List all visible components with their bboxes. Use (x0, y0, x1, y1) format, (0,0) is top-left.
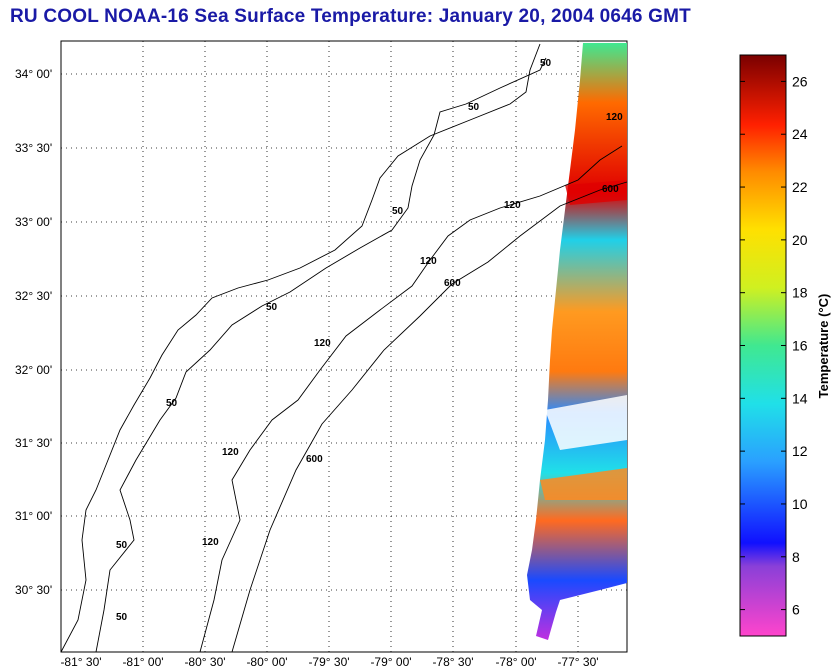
isobath-label: 120 (504, 200, 521, 211)
colorbar-tick-label: 16 (792, 338, 808, 354)
isobath-label: 50 (266, 302, 278, 313)
colorbar-tick-label: 6 (792, 602, 800, 618)
lon-tick-label: -81° 00' (122, 655, 163, 669)
isobath-label: 50 (116, 540, 128, 551)
lon-tick-label: -79° 30' (308, 655, 349, 669)
lat-tick-label: 34° 00' (15, 67, 52, 81)
isobath-label: 50 (166, 398, 178, 409)
isobath-label: 600 (602, 184, 619, 195)
colorbar-tick-label: 8 (792, 549, 800, 565)
colorbar-tick-label: 18 (792, 285, 808, 301)
lat-axis: 34° 00' 33° 30' 33° 00' 32° 30' 32° 00' … (15, 67, 52, 597)
colorbar-tick-label: 14 (792, 390, 808, 406)
isobath-label: 50 (468, 102, 480, 113)
colorbar-ticks: 26 24 22 20 18 16 14 12 10 8 6 (740, 73, 808, 618)
colorbar-tick-label: 26 (792, 73, 808, 89)
colorbar-tick-label: 24 (792, 126, 808, 142)
lat-tick-label: 31° 30' (15, 436, 52, 450)
isobath-label: 50 (540, 58, 552, 69)
isobath-label: 120 (606, 112, 623, 123)
lon-tick-label: -81° 30' (60, 655, 101, 669)
colorbar-tick-label: 12 (792, 443, 808, 459)
lon-tick-label: -78° 30' (432, 655, 473, 669)
lat-tick-label: 33° 00' (15, 215, 52, 229)
isobath-50 (95, 57, 547, 653)
lon-tick-label: -79° 00' (370, 655, 411, 669)
lon-tick-label: -80° 30' (184, 655, 225, 669)
lon-axis: -81° 30' -81° 00' -80° 30' -80° 00' -79°… (60, 655, 598, 669)
isobath-600 (231, 181, 628, 653)
isobath-label: 50 (116, 612, 128, 623)
lon-tick-label: -77° 30' (557, 655, 598, 669)
colorbar-tick-label: 22 (792, 179, 808, 195)
lon-tick-label: -78° 00' (495, 655, 536, 669)
coastline (60, 43, 541, 653)
lat-tick-label: 32° 00' (15, 363, 52, 377)
colorbar-label: Temperature (°C) (816, 294, 831, 399)
isobath-label: 120 (420, 256, 437, 267)
isobath-label: 120 (202, 537, 219, 548)
isobath-labels: 50 50 50 50 50 50 50 120 120 120 120 120… (116, 58, 623, 623)
lat-tick-label: 30° 30' (15, 583, 52, 597)
lon-tick-label: -80° 00' (246, 655, 287, 669)
isobath-label: 600 (306, 454, 323, 465)
map-title: RU COOL NOAA-16 Sea Surface Temperature:… (10, 6, 691, 27)
isobath-label: 120 (314, 338, 331, 349)
lat-tick-label: 33° 30' (15, 141, 52, 155)
isobath-120 (199, 145, 623, 653)
isobath-label: 50 (392, 206, 404, 217)
lat-tick-label: 32° 30' (15, 289, 52, 303)
isobath-label: 120 (222, 447, 239, 458)
colorbar-tick-label: 20 (792, 232, 808, 248)
lat-tick-label: 31° 00' (15, 509, 52, 523)
isobath-label: 600 (444, 278, 461, 289)
colorbar-gradient (739, 54, 787, 637)
colorbar-tick-label: 10 (792, 496, 808, 512)
